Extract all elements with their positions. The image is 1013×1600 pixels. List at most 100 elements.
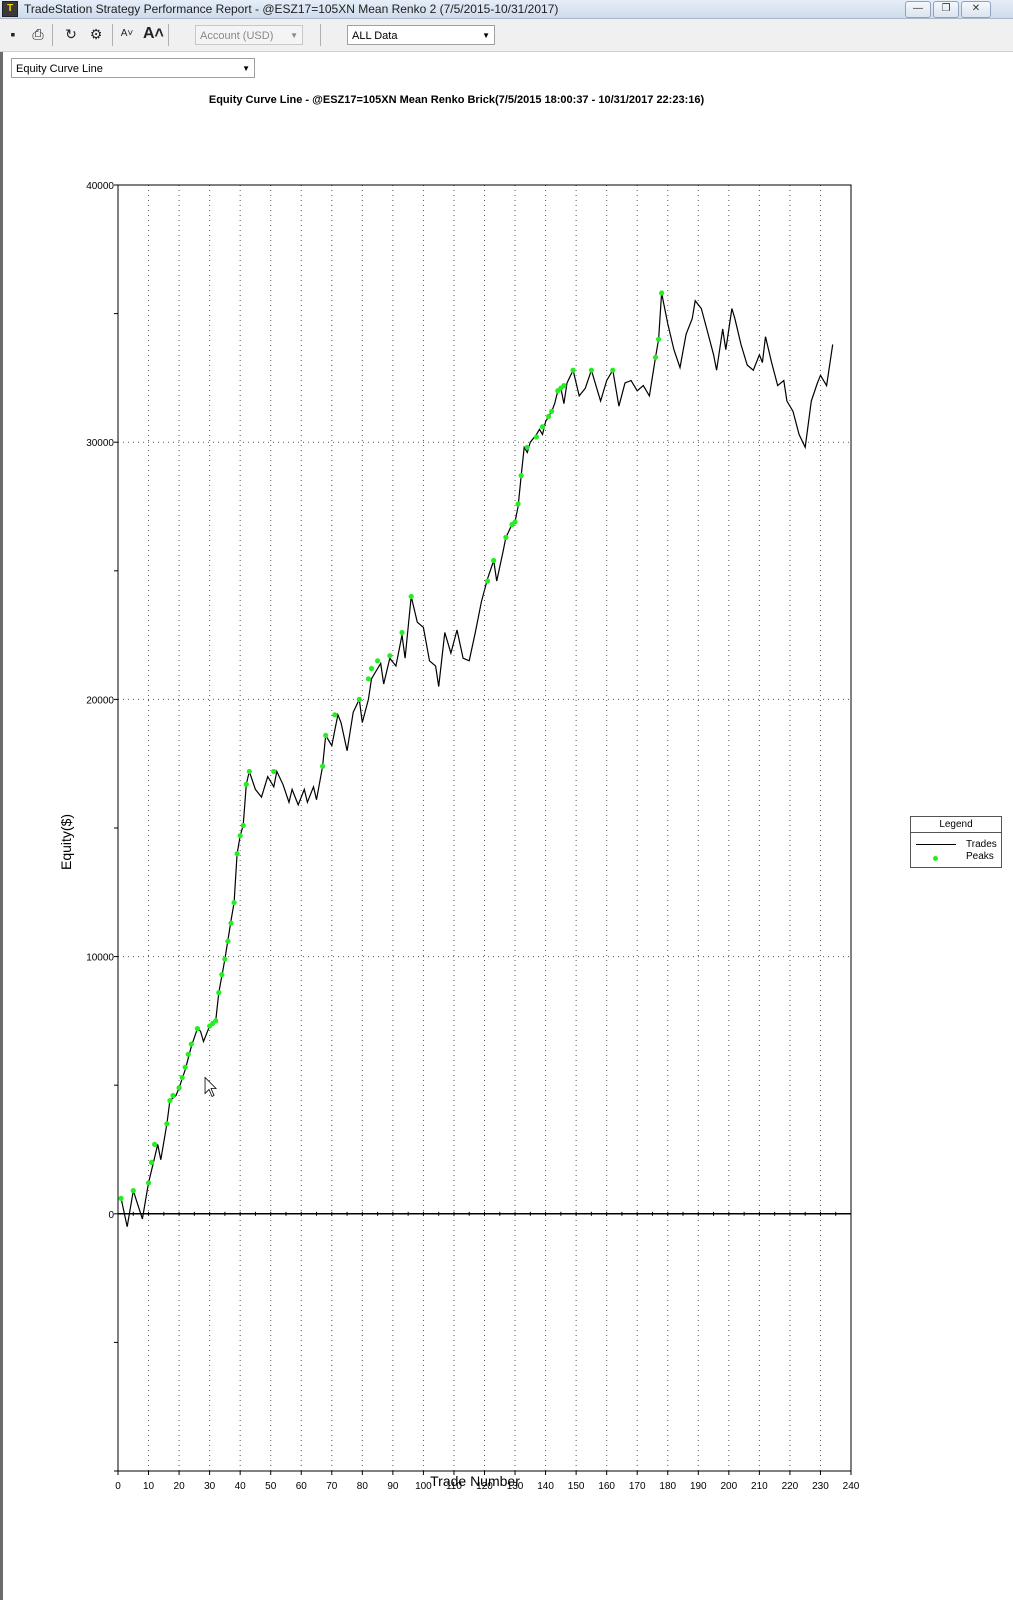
- toolbar-separator: [168, 24, 169, 46]
- peak-point: [375, 658, 381, 664]
- peak-point: [148, 1159, 155, 1165]
- peak-point: [659, 290, 665, 296]
- legend-peaks-swatch: [933, 856, 938, 861]
- peak-point: [323, 732, 329, 739]
- peak-point: [228, 920, 234, 926]
- peak-point: [515, 501, 521, 507]
- peak-point: [213, 1018, 219, 1024]
- legend-trades-label: Trades: [966, 839, 997, 850]
- view-selector[interactable]: Equity Curve Line ▼: [11, 58, 255, 78]
- peak-point: [179, 1074, 185, 1081]
- toolbar: ▪ ⎙ ↻ ⚙ A˅ A˄ Account (USD) ▼ ALL Data ▼: [0, 19, 1013, 52]
- x-tick-label: 40: [235, 1481, 247, 1492]
- peak-point: [555, 388, 561, 394]
- peak-point: [219, 972, 225, 978]
- y-tick-label: 20000: [86, 695, 114, 706]
- font-smaller-icon[interactable]: A˅: [120, 28, 134, 39]
- peak-point: [271, 768, 277, 775]
- x-tick-label: 190: [690, 1481, 707, 1492]
- save-icon[interactable]: ▪: [10, 26, 16, 42]
- peak-point: [243, 781, 249, 787]
- peak-point: [234, 851, 240, 857]
- minimize-button[interactable]: —: [905, 1, 931, 18]
- peak-point: [408, 593, 414, 600]
- peak-point: [549, 408, 555, 414]
- peak-point: [503, 534, 509, 540]
- plot-frame: [117, 184, 852, 1472]
- peak-point: [558, 385, 564, 391]
- peak-point: [145, 1180, 152, 1186]
- view-selector-label: Equity Curve Line: [16, 63, 103, 75]
- toolbar-separator: [320, 24, 321, 46]
- font-larger-icon[interactable]: A˄: [143, 25, 164, 42]
- peak-point: [246, 768, 252, 775]
- peak-point: [387, 653, 393, 659]
- peak-point: [539, 424, 546, 430]
- account-currency-select[interactable]: Account (USD) ▼: [195, 25, 303, 45]
- peak-point: [652, 354, 659, 360]
- peak-point: [533, 434, 540, 440]
- peak-point: [491, 557, 497, 564]
- x-tick-label: 20: [174, 1481, 186, 1492]
- legend-peaks-label: Peaks: [966, 851, 994, 862]
- peak-point: [194, 1026, 201, 1032]
- toolbar-separator: [112, 24, 113, 46]
- peak-point: [130, 1188, 136, 1194]
- toolbar-separator: [52, 24, 53, 46]
- peak-point: [509, 521, 515, 528]
- peak-point: [524, 444, 530, 450]
- peak-point: [222, 956, 228, 962]
- peak-point: [176, 1085, 182, 1091]
- window-left-border: [0, 52, 3, 1600]
- restore-button[interactable]: ❐: [933, 1, 959, 18]
- legend-title: Legend: [939, 819, 973, 830]
- x-tick-label: 220: [782, 1481, 799, 1492]
- tradestation-app-icon: T: [2, 1, 18, 17]
- window-titlebar: T TradeStation Strategy Performance Repo…: [0, 0, 1013, 19]
- peak-point: [655, 336, 662, 342]
- chart-legend: Legend Trades Peaks: [910, 816, 1002, 868]
- account-currency-label: Account (USD): [200, 30, 274, 42]
- data-range-select[interactable]: ALL Data ▼: [347, 25, 495, 45]
- trades-line: [120, 292, 834, 1227]
- x-tick-label: 0: [115, 1481, 121, 1492]
- peak-point: [365, 676, 372, 682]
- peak-point: [610, 367, 616, 373]
- window-title: TradeStation Strategy Performance Report…: [24, 2, 559, 16]
- peak-point: [240, 822, 246, 829]
- print-icon[interactable]: ⎙: [32, 26, 44, 42]
- x-tick-label: 50: [265, 1481, 277, 1492]
- x-tick-label: 30: [204, 1481, 216, 1492]
- peak-point: [167, 1098, 173, 1104]
- peak-point: [188, 1041, 194, 1047]
- mouse-cursor-icon: [204, 1076, 218, 1098]
- x-tick-label: 200: [720, 1481, 737, 1492]
- chevron-down-icon: ▼: [290, 31, 298, 40]
- peak-point: [518, 473, 524, 479]
- x-tick-label: 170: [629, 1481, 646, 1492]
- chevron-down-icon: ▼: [482, 31, 490, 40]
- refresh-icon[interactable]: ↻: [65, 26, 77, 42]
- close-button[interactable]: ✕: [961, 1, 991, 18]
- y-axis-label: Equity($): [58, 813, 74, 870]
- x-tick-label: 180: [659, 1481, 676, 1492]
- peak-point: [210, 1020, 216, 1027]
- x-tick-label: 230: [812, 1481, 829, 1492]
- peak-point: [320, 763, 326, 769]
- properties-icon[interactable]: ⚙: [89, 26, 103, 42]
- chevron-down-icon: ▼: [242, 64, 250, 73]
- peak-point: [356, 696, 362, 703]
- y-tick-label: 0: [108, 1210, 114, 1221]
- peak-point: [207, 1023, 213, 1029]
- peak-point: [561, 383, 567, 389]
- legend-divider: [911, 832, 1001, 833]
- y-axis-label-wrap: Equity($): [58, 814, 114, 886]
- peak-point: [332, 712, 338, 718]
- peak-point: [588, 367, 594, 373]
- x-tick-label: 10: [143, 1481, 155, 1492]
- x-tick-label: 240: [843, 1481, 860, 1492]
- peak-point: [546, 413, 552, 420]
- y-tick-label: 30000: [86, 438, 114, 449]
- peak-point: [399, 629, 405, 636]
